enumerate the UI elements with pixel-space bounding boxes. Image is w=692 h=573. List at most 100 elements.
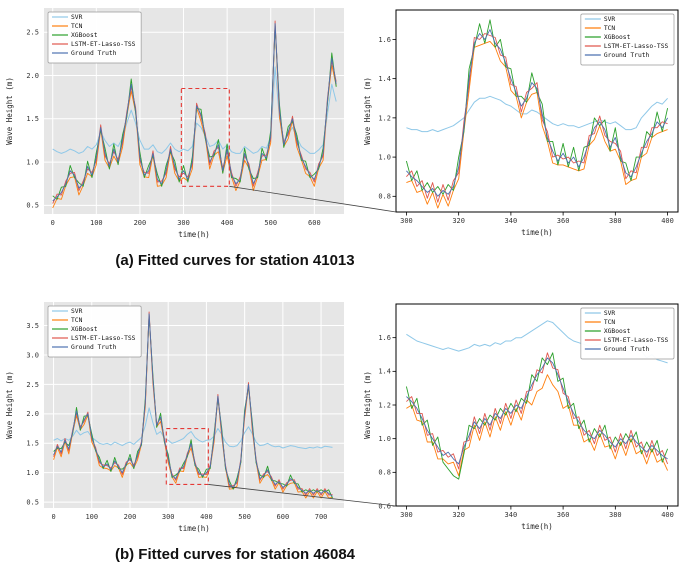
x-tick-label: 380 xyxy=(609,511,622,519)
zoom-region-box xyxy=(165,427,209,486)
y-axis-label: Wave Height (m) xyxy=(363,77,372,145)
legend-label: Ground Truth xyxy=(71,344,117,351)
legend-label: LSTM-ET-Lasso-TSS xyxy=(604,337,669,344)
legend: SVR TCN XGBoost LSTM-ET-Lasso-TSS Ground Tru… xyxy=(580,307,675,360)
series-line-Ground Truth xyxy=(52,23,337,202)
x-tick-label: 360 xyxy=(557,511,570,519)
legend-label: SVR xyxy=(604,16,616,23)
x-tick-label: 340 xyxy=(505,511,518,519)
x-tick-label: 600 xyxy=(308,219,321,227)
legend-label: Ground Truth xyxy=(604,346,650,353)
legend-label: Ground Truth xyxy=(71,50,117,57)
legend-label: SVR xyxy=(71,308,83,315)
legend: SVR TCN XGBoost LSTM-ET-Lasso-TSS Ground Tru… xyxy=(47,11,142,64)
legend-label: Ground Truth xyxy=(604,52,650,59)
station-41013-main-chart: 0.5 1.0 1.5 2.0 2.5 0 100 200 300 400 500 600 Wave H… xyxy=(4,2,352,250)
y-tick-label: 1.0 xyxy=(378,153,391,161)
x-tick-label: 200 xyxy=(134,219,147,227)
y-tick-label: 1.6 xyxy=(378,36,391,44)
legend-box xyxy=(47,305,142,358)
caption-station-46084: (b) Fitted curves for station 46084 xyxy=(114,546,356,563)
y-tick-label: 0.8 xyxy=(378,193,391,201)
x-tick-label: 300 xyxy=(400,511,413,519)
x-tick-label: 100 xyxy=(85,513,98,521)
station-46084-main-chart: 0.5 1.0 1.5 2.0 2.5 3.0 3.5 0 100 200 300 400 500 600… xyxy=(4,296,352,544)
y-axis-label: Wave Height (m) xyxy=(5,77,14,145)
x-axis-label: time(h) xyxy=(521,228,553,237)
legend-label: XGBoost xyxy=(604,34,631,41)
caption-station-41013: (a) Fitted curves for station 41013 xyxy=(115,252,355,269)
legend-label: LSTM-ET-Lasso-TSS xyxy=(71,41,136,48)
series-line-XGBoost xyxy=(405,352,669,480)
series-line-LSTM-ET-Lasso-TSS xyxy=(406,352,669,470)
legend-label: TCN xyxy=(604,319,616,326)
x-tick-label: 200 xyxy=(124,513,137,521)
y-axis-label: Wave Height (m) xyxy=(5,371,14,439)
series-line-XGBoost xyxy=(405,19,669,195)
x-tick-label: 400 xyxy=(221,219,234,227)
y-tick-label: 1.4 xyxy=(378,368,391,376)
zoom-region-box xyxy=(180,87,230,187)
x-tick-label: 300 xyxy=(177,219,190,227)
y-tick-label: 1.0 xyxy=(378,435,391,443)
y-tick-label: 1.5 xyxy=(26,115,39,123)
b-zoom-plot: 0.6 0.8 1.0 1.2 1.4 1.6 300 320 340 360 380 400 Wave… xyxy=(363,303,679,531)
x-tick-label: 400 xyxy=(200,513,213,521)
x-tick-label: 400 xyxy=(661,217,674,225)
series-line-SVR xyxy=(53,407,333,450)
b-main-plot: 0.5 1.0 1.5 2.0 2.5 3.0 3.5 0 100 200 300 400 500 600… xyxy=(5,302,344,533)
x-tick-label: 360 xyxy=(557,217,570,225)
legend-label: LSTM-ET-Lasso-TSS xyxy=(71,335,136,342)
series-line-Ground Truth xyxy=(406,357,668,465)
y-tick-label: 3.0 xyxy=(26,351,39,359)
series-line-TCN xyxy=(406,374,669,477)
x-tick-label: 300 xyxy=(162,513,175,521)
y-tick-label: 0.6 xyxy=(378,502,391,510)
y-axis-label: Wave Height (m) xyxy=(363,371,372,439)
x-tick-label: 300 xyxy=(400,217,413,225)
y-tick-label: 1.0 xyxy=(26,158,39,166)
x-tick-label: 320 xyxy=(452,511,465,519)
series-line-Ground Truth xyxy=(406,29,668,197)
station-46084-zoom-chart: 0.6 0.8 1.0 1.2 1.4 1.6 300 320 340 360 380 400 Wave… xyxy=(362,296,686,544)
legend-label: XGBoost xyxy=(71,32,98,39)
y-tick-label: 2.0 xyxy=(26,410,39,418)
legend-label: SVR xyxy=(604,310,616,317)
legend-box xyxy=(47,11,142,64)
legend: SVR TCN XGBoost LSTM-ET-Lasso-TSS Ground Tru… xyxy=(580,13,675,66)
legend-box xyxy=(580,13,675,66)
y-tick-label: 2.0 xyxy=(26,72,39,80)
a-zoom-plot: 0.8 1.0 1.2 1.4 1.6 300 320 340 360 380 400 Wave He… xyxy=(363,9,679,237)
series-line-LSTM-ET-Lasso-TSS xyxy=(406,33,668,203)
legend: SVR TCN XGBoost LSTM-ET-Lasso-TSS Ground Tru… xyxy=(47,305,142,358)
y-tick-label: 1.5 xyxy=(26,440,39,448)
x-tick-label: 500 xyxy=(238,513,251,521)
legend-box xyxy=(580,307,675,360)
legend-label: XGBoost xyxy=(71,326,98,333)
a-main-plot: 0.5 1.0 1.5 2.0 2.5 0 100 200 300 400 500 600 Wave H… xyxy=(5,8,344,239)
x-tick-label: 400 xyxy=(661,511,674,519)
station-41013-zoom-chart: 0.8 1.0 1.2 1.4 1.6 300 320 340 360 380 400 Wave He… xyxy=(362,2,686,250)
x-tick-label: 380 xyxy=(609,217,622,225)
x-tick-label: 100 xyxy=(90,219,103,227)
y-tick-label: 1.2 xyxy=(378,401,391,409)
x-tick-label: 700 xyxy=(315,513,328,521)
legend-label: TCN xyxy=(71,317,83,324)
series-line-SVR xyxy=(406,95,668,133)
y-tick-label: 1.2 xyxy=(378,114,391,122)
y-tick-label: 1.4 xyxy=(378,75,391,83)
y-tick-label: 1.6 xyxy=(378,334,391,342)
y-tick-label: 0.5 xyxy=(26,499,39,507)
x-axis-label: time(h) xyxy=(178,230,210,239)
x-axis-label: time(h) xyxy=(178,524,210,533)
y-tick-label: 2.5 xyxy=(26,381,39,389)
x-tick-label: 600 xyxy=(277,513,290,521)
legend-label: SVR xyxy=(71,14,83,21)
legend-label: XGBoost xyxy=(604,328,631,335)
y-tick-label: 0.8 xyxy=(378,469,391,477)
legend-label: LSTM-ET-Lasso-TSS xyxy=(604,43,669,50)
y-tick-label: 1.0 xyxy=(26,469,39,477)
y-tick-label: 0.5 xyxy=(26,202,39,210)
x-tick-label: 0 xyxy=(51,513,55,521)
